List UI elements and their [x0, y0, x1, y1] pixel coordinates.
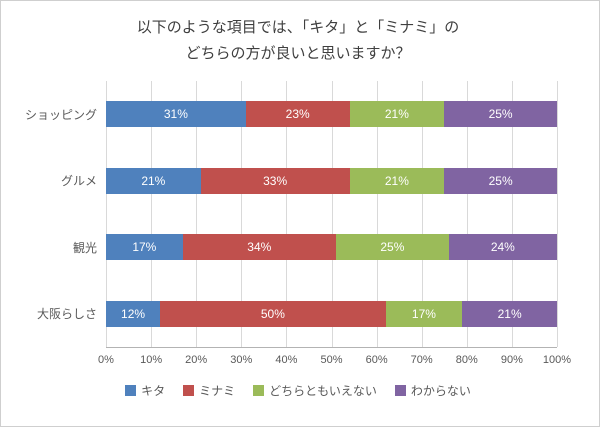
legend-swatch [253, 385, 265, 396]
bar-segment: 17% [106, 234, 183, 261]
category-label: グルメ [60, 174, 97, 189]
gridline [286, 81, 288, 347]
bar-band: 12% 50% 17% 21% [106, 281, 557, 348]
gridline [466, 81, 468, 347]
bar-value-label: 33% [263, 173, 288, 188]
bar-value-label: 25% [488, 173, 513, 188]
bar-value-label: 17% [132, 240, 157, 255]
x-tick-label: 40% [275, 354, 298, 366]
category-label: 大阪らしさ [36, 307, 97, 322]
bar-segment: 21% [349, 101, 445, 128]
x-axis-labels: 0% 10% 20% 30% 40% 50% 60% 70% 80% 90% 100% [98, 354, 571, 370]
bar-value-label: 31% [163, 107, 188, 122]
bar-band: 21% 33% 21% 25% [106, 148, 557, 215]
gridline [241, 81, 243, 347]
gridline [151, 81, 153, 347]
x-tick-label: 90% [500, 354, 523, 366]
y-axis-labels: ショッピンググルメ観光大阪らしさ [13, 81, 106, 347]
bar-value-label: 21% [384, 107, 409, 122]
x-tick-label: 80% [455, 354, 478, 366]
bar-value-label: 25% [380, 240, 405, 255]
legend-label: どちらともいえない [269, 384, 377, 398]
legend-item: ミナミ [183, 382, 235, 399]
bar-segment: 21% [462, 300, 557, 327]
bar-value-label: 21% [384, 173, 409, 188]
x-tick-label: 50% [320, 354, 343, 366]
bar-value-label: 50% [260, 306, 285, 321]
bar-segment: 33% [200, 167, 350, 194]
plot-wrap: 31% 23% 21% 25% 21% 33% 21% 25% 17% 34% 25% 24% 12% 5… [98, 81, 583, 370]
bar-row: 12% 50% 17% 21% [106, 300, 557, 327]
bar-segment: 12% [106, 300, 161, 327]
legend-item: わからない [394, 382, 471, 399]
legend-item: どちらともいえない [253, 382, 377, 399]
gridline [331, 81, 333, 347]
bar-band: 17% 34% 25% 24% [106, 214, 557, 281]
gridline [376, 81, 378, 347]
legend-swatch [183, 385, 195, 396]
legend-label: キタ [141, 384, 166, 398]
bar-rows: 31% 23% 21% 25% 21% 33% 21% 25% 17% 34% 25% 24% 12% 5… [106, 81, 557, 347]
x-tick-label: 100% [542, 354, 572, 366]
bar-segment: 24% [448, 234, 557, 261]
bar-segment: 25% [444, 167, 557, 194]
gridline [196, 81, 198, 347]
legend-swatch [394, 385, 406, 396]
bar-band: 31% 23% 21% 25% [106, 81, 557, 148]
chart-title: 以下のような項目では、「キタ」と「ミナミ」の どちらの方が良いと思いますか？ [13, 15, 583, 67]
bar-segment: 31% [106, 101, 246, 128]
x-tick-label: 30% [230, 354, 253, 366]
gridline [511, 81, 513, 347]
bar-value-label: 25% [488, 107, 513, 122]
bar-row: 17% 34% 25% 24% [106, 234, 557, 261]
plot-area: 31% 23% 21% 25% 21% 33% 21% 25% 17% 34% 25% 24% 12% 5… [106, 81, 558, 348]
bar-value-label: 12% [121, 306, 146, 321]
bar-segment: 21% [106, 167, 201, 194]
bar-value-label: 24% [490, 240, 515, 255]
bar-segment: 34% [182, 234, 336, 261]
bar-value-label: 17% [411, 306, 436, 321]
x-tick-label: 20% [185, 354, 208, 366]
legend-item: キタ [125, 382, 165, 399]
bar-value-label: 21% [497, 306, 522, 321]
bar-value-label: 23% [285, 107, 310, 122]
legend-label: わからない [410, 384, 471, 398]
legend-label: ミナミ [199, 384, 236, 398]
x-tick-label: 10% [140, 354, 163, 366]
legend: キタ ミナミ どちらともいえない わからない [13, 382, 583, 399]
bar-value-label: 34% [247, 240, 272, 255]
x-tick-label: 70% [410, 354, 433, 366]
chart-title-line-1: 以下のような項目では、「キタ」と「ミナミ」の [136, 19, 460, 36]
gridline [557, 81, 558, 347]
gridline [106, 81, 107, 347]
bar-row: 31% 23% 21% 25% [106, 101, 557, 128]
x-tick-label: 0% [98, 354, 114, 366]
x-tick-label: 60% [365, 354, 388, 366]
chart-body: ショッピンググルメ観光大阪らしさ 31% 23% 21% 25% 21% 33% 21% 25… [13, 81, 583, 370]
category-label: 観光 [72, 240, 97, 255]
bar-segment: 21% [349, 167, 445, 194]
category-label: ショッピング [24, 107, 97, 122]
bar-segment: 17% [385, 300, 463, 327]
bar-segment: 23% [245, 101, 350, 128]
bar-value-label: 21% [141, 173, 166, 188]
bar-segment: 25% [444, 101, 557, 128]
bar-segment: 25% [335, 234, 449, 261]
legend-swatch [125, 385, 137, 396]
gridline [421, 81, 423, 347]
bar-segment: 50% [160, 300, 386, 327]
bar-row: 21% 33% 21% 25% [106, 167, 557, 194]
chart-title-line-2: どちらの方が良いと思いますか？ [185, 45, 411, 62]
